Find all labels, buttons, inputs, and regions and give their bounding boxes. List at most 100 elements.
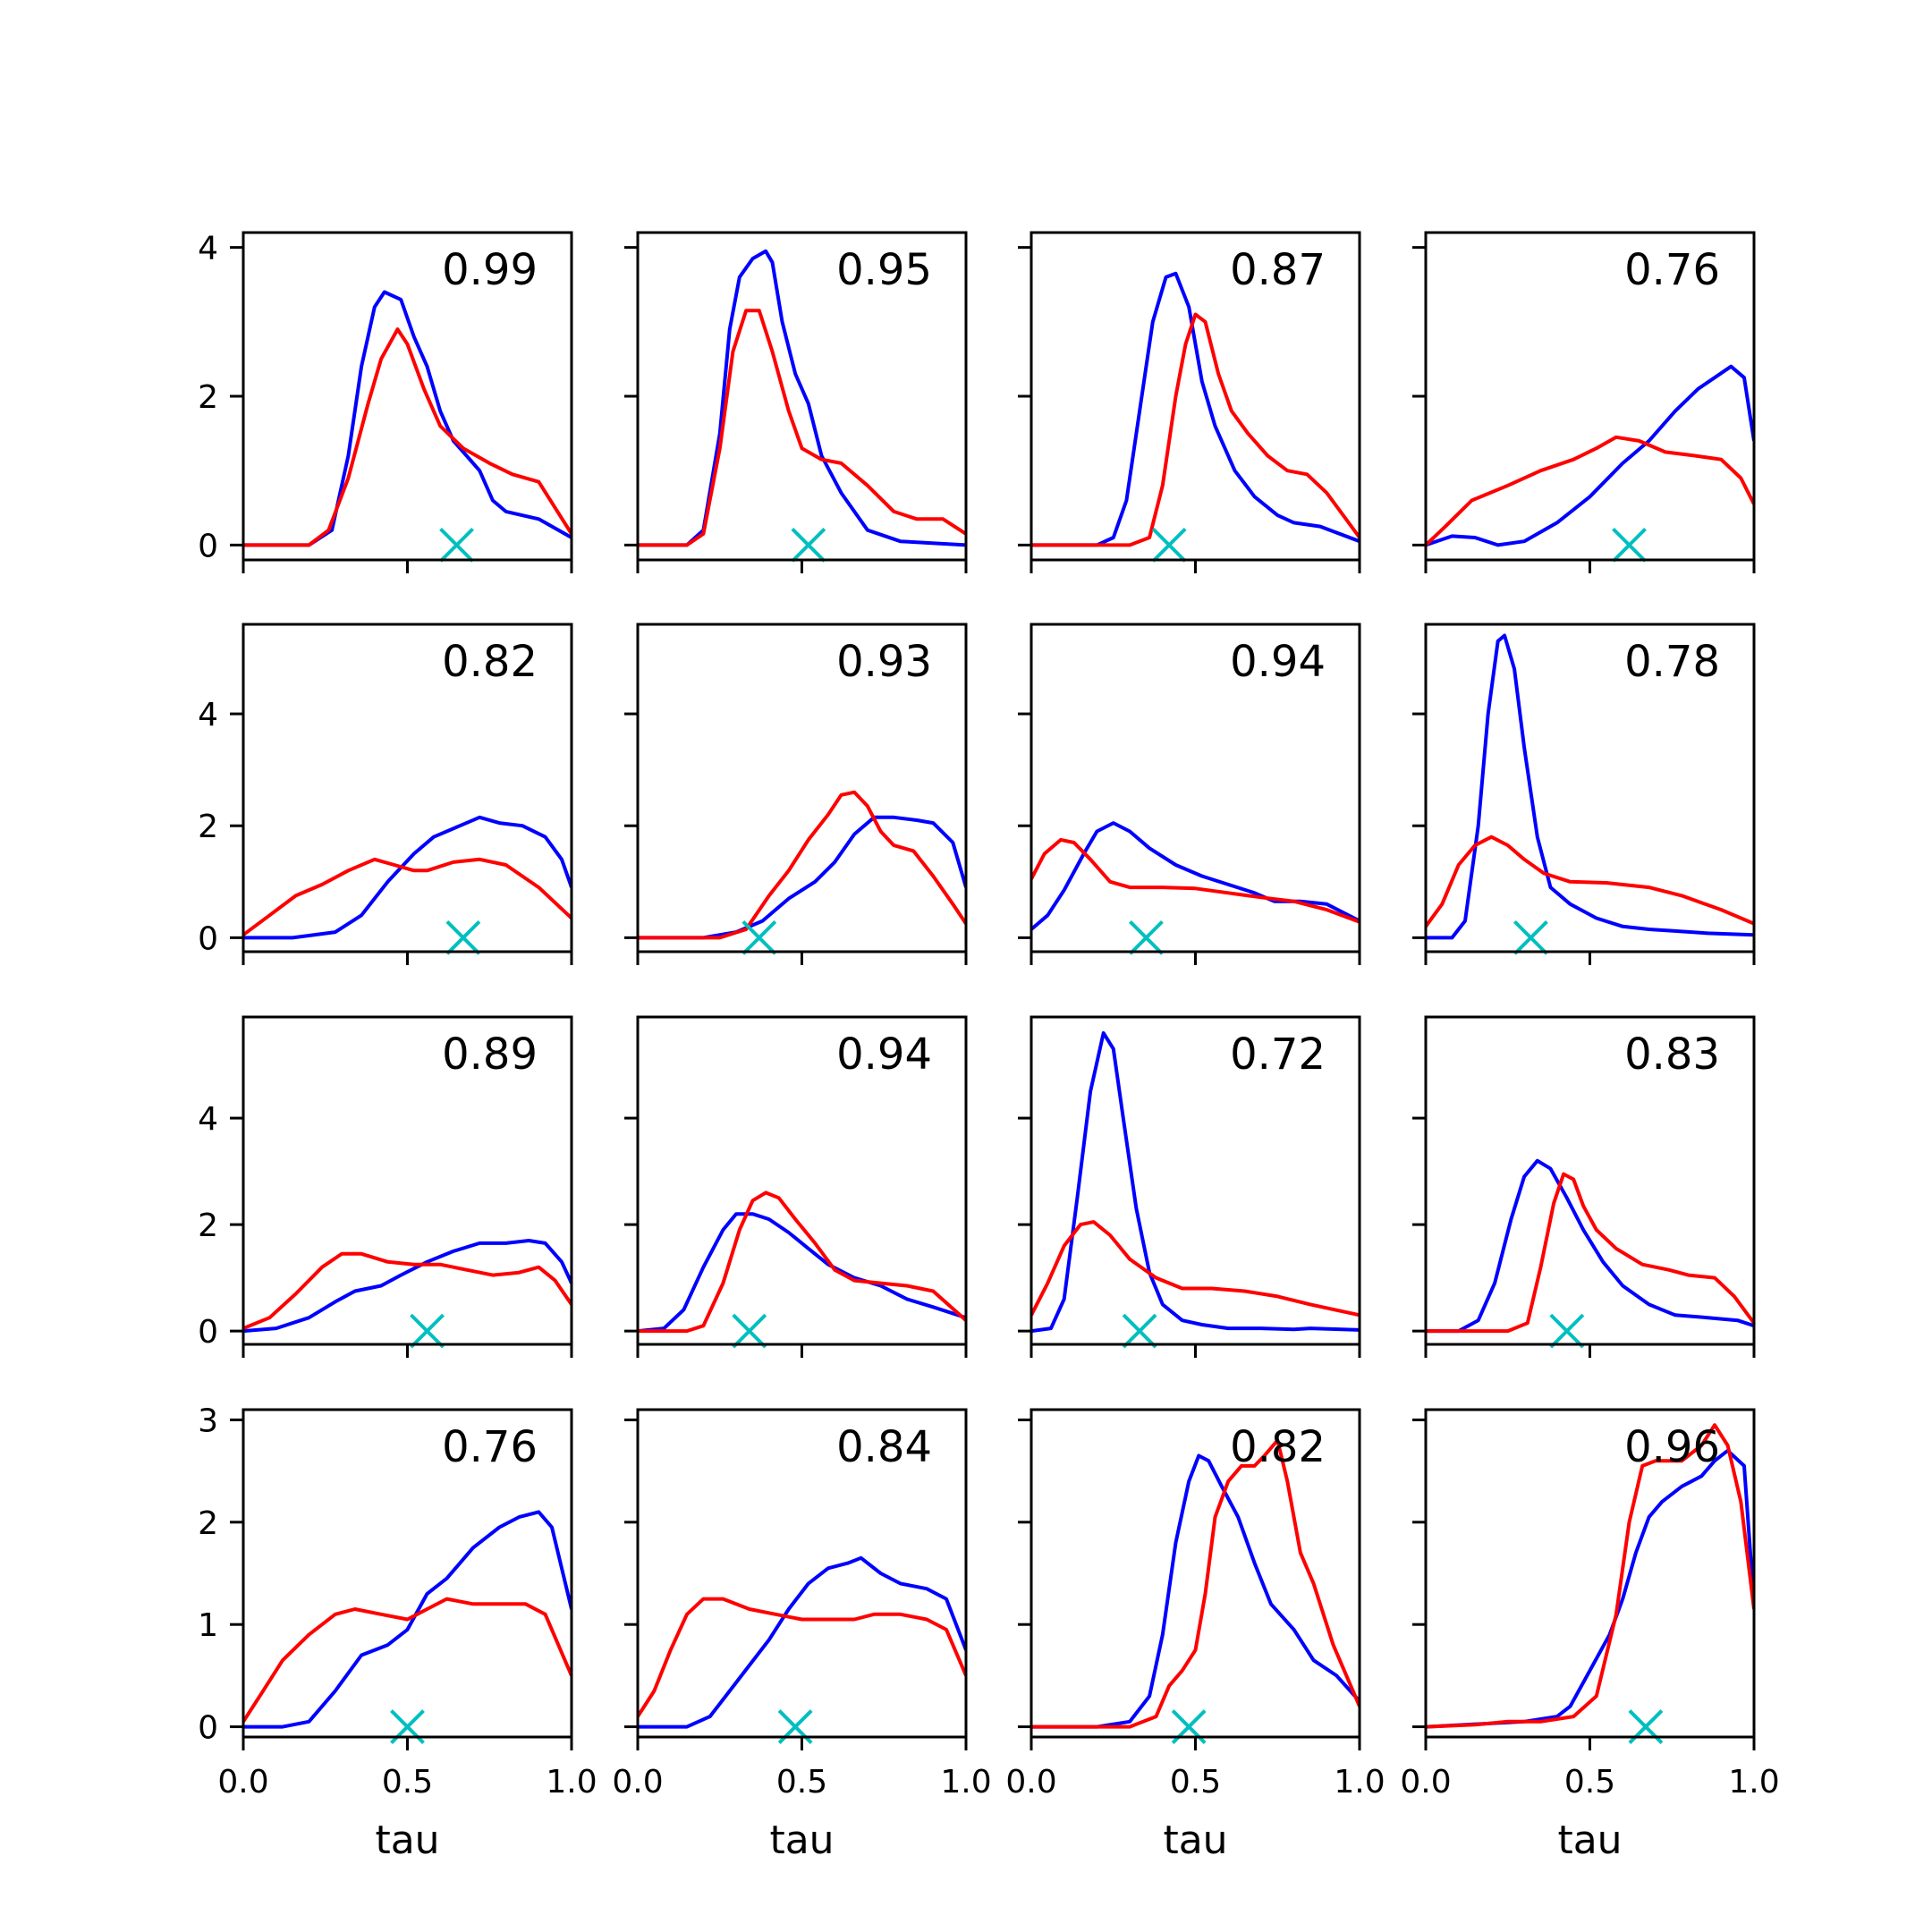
blue-series-line: [1031, 1453, 1360, 1729]
x-axis-label: tau: [1557, 1818, 1622, 1863]
panel-value-label: 0.72: [1230, 1030, 1326, 1080]
red-series-line: [1031, 1438, 1360, 1729]
x-tick-label: 1.0: [1728, 1764, 1779, 1801]
y-tick-label: 4: [198, 1101, 218, 1138]
panel-1-3: 0.87: [1018, 231, 1361, 573]
panel-value-label: 0.82: [1230, 1422, 1326, 1472]
y-tick-label: 1: [198, 1607, 218, 1644]
blue-series-line: [1031, 271, 1360, 547]
panel-value-label: 0.93: [836, 637, 932, 687]
marker-x-point: [1549, 1313, 1585, 1349]
panel-4-4: 0.96 0.0 0.5 1.0 tau: [1400, 1408, 1780, 1863]
marker-x-point: [1612, 527, 1647, 563]
y-tick-label: 0: [198, 528, 218, 564]
red-series-line: [1426, 835, 1754, 928]
x-axis-label: tau: [769, 1818, 834, 1863]
blue-series-line: [243, 1510, 572, 1729]
blue-series-line: [1426, 364, 1754, 547]
red-series-line: [1426, 435, 1754, 547]
panel-1-1: 0.99 0 2 4: [198, 231, 573, 573]
panel-4-1: 0.76 0.0 0.5 1.0 tau 0 1 2 3: [198, 1402, 597, 1863]
y-tick-label: 2: [198, 1208, 218, 1244]
panel-value-label: 0.87: [1230, 245, 1326, 295]
y-tick-label: 0: [198, 920, 218, 957]
panel-3-2: 0.94: [624, 1015, 968, 1358]
marker-x-point: [1129, 919, 1164, 955]
panel-value-label: 0.76: [442, 1422, 538, 1472]
marker-x-point: [410, 1313, 445, 1349]
marker-x-point: [445, 919, 481, 955]
x-tick-label: 0.0: [1400, 1764, 1451, 1801]
y-tick-label: 2: [198, 809, 218, 845]
panel-value-label: 0.82: [442, 637, 538, 687]
panel-3-4: 0.83: [1412, 1015, 1756, 1358]
y-tick-label: 4: [198, 231, 218, 267]
panel-4-3: 0.82 0.0 0.5 1.0 tau: [1005, 1408, 1385, 1863]
red-series-line: [1031, 312, 1360, 547]
panel-2-3: 0.94: [1018, 623, 1361, 965]
marker-x-point: [741, 919, 777, 955]
red-series-line: [638, 1597, 966, 1718]
panel-value-label: 0.96: [1624, 1422, 1720, 1472]
blue-series-line: [1426, 633, 1754, 940]
panel-4-2: 0.84 0.0 0.5 1.0 tau: [612, 1408, 992, 1863]
y-tick-label: 3: [198, 1402, 218, 1439]
marker-x-point: [791, 527, 826, 563]
y-tick-label: 4: [198, 697, 218, 733]
red-series-line: [1426, 1172, 1754, 1334]
red-series-line: [243, 1251, 572, 1330]
x-tick-label: 0.0: [1005, 1764, 1056, 1801]
y-tick-label: 0: [198, 1710, 218, 1747]
x-tick-label: 0.5: [382, 1764, 433, 1801]
panel-2-1: 0.82 0 2 4: [198, 623, 573, 965]
x-tick-label: 1.0: [1334, 1764, 1385, 1801]
red-series-line: [243, 1597, 572, 1723]
x-tick-label: 0.0: [612, 1764, 663, 1801]
red-series-line: [1031, 837, 1360, 924]
y-tick-label: 0: [198, 1314, 218, 1351]
panel-value-label: 0.99: [442, 245, 538, 295]
blue-series-line: [638, 1555, 966, 1729]
panel-value-label: 0.94: [836, 1030, 932, 1080]
panel-value-label: 0.78: [1624, 637, 1720, 687]
marker-x-point: [732, 1313, 767, 1349]
marker-x-point: [1513, 919, 1548, 955]
x-tick-label: 1.0: [940, 1764, 991, 1801]
panel-value-label: 0.84: [836, 1422, 932, 1472]
panel-value-label: 0.95: [836, 245, 932, 295]
panel-2-4: 0.78: [1412, 623, 1756, 965]
red-series-line: [638, 1191, 966, 1334]
marker-x-point: [439, 527, 474, 563]
marker-x-point: [1151, 527, 1187, 563]
blue-series-line: [638, 249, 966, 547]
blue-series-line: [243, 1239, 572, 1334]
blue-series-line: [1426, 1158, 1754, 1334]
marker-x-point: [1122, 1313, 1157, 1349]
blue-series-line: [638, 1212, 966, 1334]
x-tick-label: 0.5: [776, 1764, 827, 1801]
panel-grid: 0.99 0 2 4 0.95 0.87 0.76 0.82 0 2 4 0.93 0.94 0.78 0.…: [198, 231, 1780, 1863]
red-series-line: [1426, 1423, 1754, 1729]
panel-1-4: 0.76: [1412, 231, 1756, 573]
panel-3-3: 0.72: [1018, 1015, 1361, 1358]
red-series-line: [243, 857, 572, 936]
panel-value-label: 0.89: [442, 1030, 538, 1080]
x-tick-label: 0.0: [217, 1764, 268, 1801]
blue-series-line: [243, 290, 572, 547]
x-tick-label: 0.5: [1564, 1764, 1615, 1801]
red-series-line: [243, 327, 572, 547]
x-axis-label: tau: [375, 1818, 439, 1863]
y-tick-label: 2: [198, 1505, 218, 1542]
panel-value-label: 0.94: [1230, 637, 1326, 687]
red-series-line: [1031, 1220, 1360, 1318]
red-series-line: [638, 790, 966, 940]
x-tick-label: 1.0: [546, 1764, 597, 1801]
panel-value-label: 0.83: [1624, 1030, 1720, 1080]
panel-1-2: 0.95: [624, 231, 968, 573]
blue-series-line: [243, 815, 572, 940]
panel-value-label: 0.76: [1624, 245, 1720, 295]
y-tick-label: 2: [198, 379, 218, 416]
red-series-line: [638, 309, 966, 547]
x-tick-label: 0.5: [1170, 1764, 1221, 1801]
